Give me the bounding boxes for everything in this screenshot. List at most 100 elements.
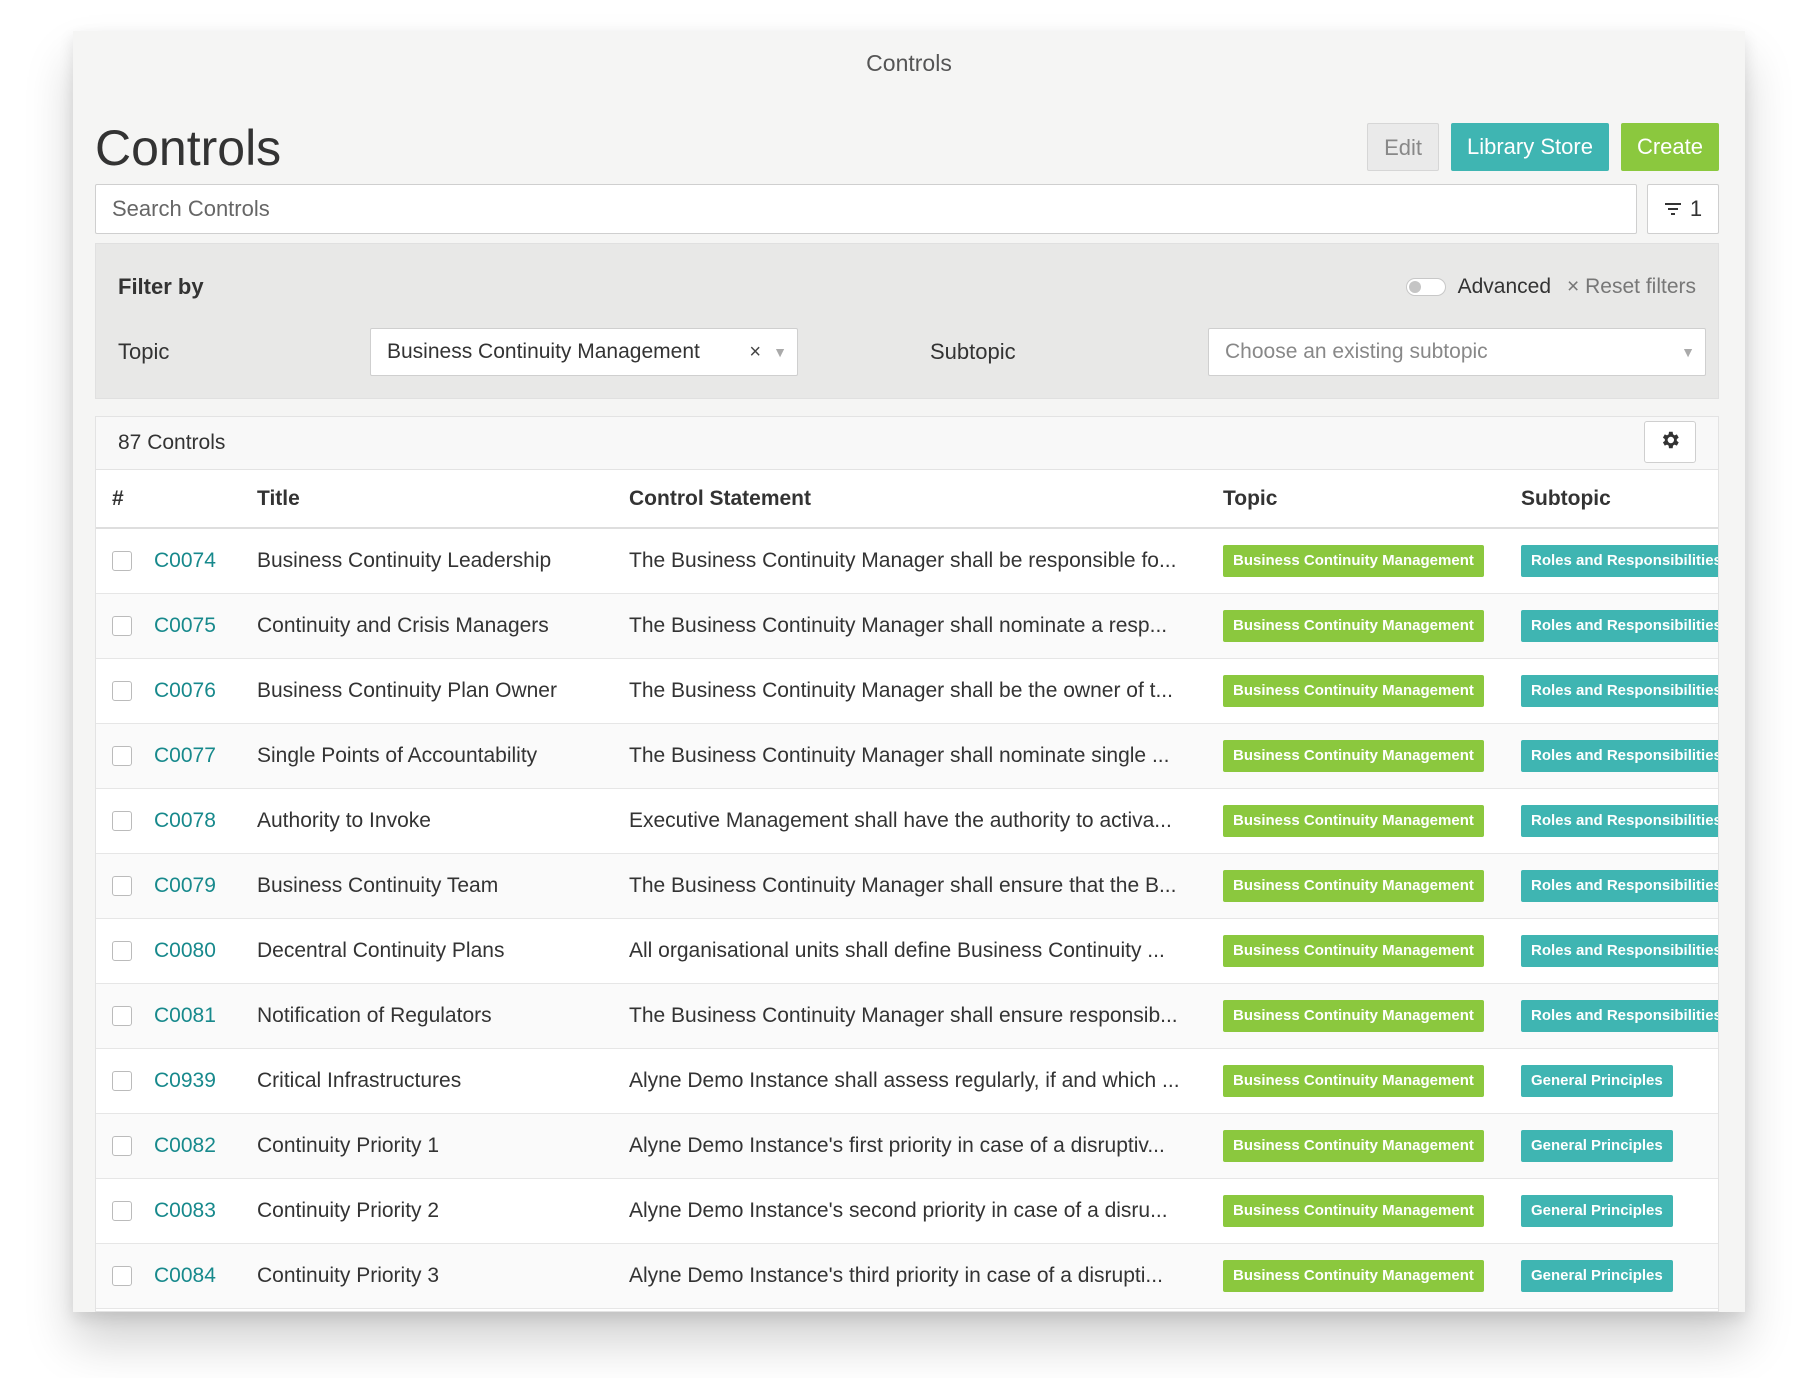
topic-badge: Business Continuity Management <box>1223 545 1484 577</box>
table-row[interactable]: C0078 Authority to Invoke Executive Manage… <box>96 788 1718 854</box>
topic-badge: Business Continuity Management <box>1223 1130 1484 1162</box>
subtopic-badge: Roles and Responsibilities <box>1521 935 1718 967</box>
column-header-topic[interactable]: Topic <box>1223 470 1521 529</box>
reset-filters-link[interactable]: × Reset filters <box>1567 275 1696 298</box>
row-checkbox[interactable] <box>112 1071 132 1091</box>
controls-table-card: 87 Controls # Title Control Statement To… <box>95 416 1719 1312</box>
subtopic-badge: Roles and Responsibilities <box>1521 870 1718 902</box>
control-title: Authority to Invoke <box>257 809 431 832</box>
control-id-link[interactable]: C0076 <box>154 679 216 702</box>
row-checkbox[interactable] <box>112 746 132 766</box>
row-checkbox[interactable] <box>112 1006 132 1026</box>
control-id-link[interactable]: C0078 <box>154 809 216 832</box>
topic-select[interactable]: Business Continuity Management × ▼ <box>370 328 798 376</box>
control-id-link[interactable]: C0079 <box>154 874 216 897</box>
advanced-toggle[interactable] <box>1405 278 1446 296</box>
window-title: Controls <box>866 50 952 76</box>
control-title: Continuity Priority 2 <box>257 1199 440 1222</box>
row-checkbox[interactable] <box>112 1201 132 1221</box>
topic-badge: Business Continuity Management <box>1223 935 1484 967</box>
table-row[interactable]: C0081 Notification of Regulators The Busin… <box>96 983 1718 1049</box>
topic-badge: Business Continuity Management <box>1223 1065 1484 1097</box>
control-id-link[interactable]: C0077 <box>154 744 216 767</box>
control-statement: Alyne Demo Instance shall assess regular… <box>629 1069 1180 1092</box>
table-row[interactable]: C0084 Continuity Priority 3 Alyne Demo Ins… <box>96 1243 1718 1309</box>
control-statement: The Business Continuity Manager shall be… <box>629 679 1173 702</box>
header-actions: Edit Library Store Create <box>1367 123 1719 171</box>
filter-button[interactable]: 1 <box>1647 184 1719 234</box>
table-row[interactable]: C0077 Single Points of Accountability The … <box>96 723 1718 789</box>
row-checkbox[interactable] <box>112 616 132 636</box>
table-card-header: 87 Controls <box>96 417 1718 470</box>
table-row[interactable]: C0074 Business Continuity Leadership The B… <box>96 528 1718 594</box>
control-statement: Alyne Demo Instance's first priority in … <box>629 1134 1165 1157</box>
topic-filter-label: Topic <box>118 339 170 364</box>
gear-icon <box>1659 429 1681 456</box>
control-id-link[interactable]: C0082 <box>154 1134 216 1157</box>
search-input[interactable] <box>95 184 1637 234</box>
table-row[interactable]: C0080 Decentral Continuity Plans All organ… <box>96 918 1718 984</box>
control-statement: The Business Continuity Manager shall no… <box>629 744 1170 767</box>
topic-badge: Business Continuity Management <box>1223 1000 1484 1032</box>
create-button[interactable]: Create <box>1620 123 1719 171</box>
column-header-title[interactable]: Title <box>257 470 629 529</box>
topic-badge: Business Continuity Management <box>1223 1260 1484 1292</box>
app-window: Controls Controls Edit Library Store Cre… <box>73 31 1745 1312</box>
control-title: Business Continuity Plan Owner <box>257 679 557 702</box>
control-id-link[interactable]: C0084 <box>154 1264 216 1287</box>
control-id-link[interactable]: C0083 <box>154 1199 216 1222</box>
row-checkbox[interactable] <box>112 941 132 961</box>
control-statement: Alyne Demo Instance's second priority in… <box>629 1199 1168 1222</box>
subtopic-select[interactable]: Choose an existing subtopic ▼ <box>1208 328 1706 376</box>
column-header-statement[interactable]: Control Statement <box>629 470 1223 529</box>
control-id-link[interactable]: C0080 <box>154 939 216 962</box>
chevron-down-icon: ▼ <box>1681 344 1695 360</box>
topic-badge: Business Continuity Management <box>1223 805 1484 837</box>
row-checkbox[interactable] <box>112 876 132 896</box>
control-id-link[interactable]: C0074 <box>154 549 216 572</box>
table-header-row: # Title Control Statement Topic Subtopic <box>96 470 1718 529</box>
control-id-link[interactable]: C0075 <box>154 614 216 637</box>
library-store-button[interactable]: Library Store <box>1451 123 1609 171</box>
subtopic-badge: Roles and Responsibilities <box>1521 545 1718 577</box>
column-header-number[interactable]: # <box>96 470 154 529</box>
control-id-link[interactable]: C0939 <box>154 1069 216 1092</box>
column-header-subtopic[interactable]: Subtopic <box>1521 470 1718 529</box>
control-title: Continuity Priority 1 <box>257 1134 440 1157</box>
clear-icon[interactable]: × <box>749 341 761 363</box>
control-statement: The Business Continuity Manager shall be… <box>629 549 1177 572</box>
controls-table: # Title Control Statement Topic Subtopic… <box>96 470 1718 1309</box>
page-header: Controls Edit Library Store Create <box>95 113 1719 183</box>
subtopic-badge: General Principles <box>1521 1065 1673 1097</box>
table-row[interactable]: C0939 Critical Infrastructures Alyne Demo … <box>96 1048 1718 1114</box>
control-statement: The Business Continuity Manager shall en… <box>629 1004 1178 1027</box>
control-title: Decentral Continuity Plans <box>257 939 505 962</box>
control-title: Continuity and Crisis Managers <box>257 614 549 637</box>
table-row[interactable]: C0076 Business Continuity Plan Owner The B… <box>96 658 1718 724</box>
table-row[interactable]: C0079 Business Continuity Team The Busines… <box>96 853 1718 919</box>
filter-icon <box>1664 196 1682 222</box>
advanced-toggle-group: Advanced × Reset filters <box>1405 275 1696 299</box>
row-checkbox[interactable] <box>112 551 132 571</box>
subtopic-badge: General Principles <box>1521 1130 1673 1162</box>
row-checkbox[interactable] <box>112 1266 132 1286</box>
control-title: Business Continuity Team <box>257 874 499 897</box>
filter-panel: Filter by Advanced × Reset filters Topic… <box>95 243 1719 399</box>
topic-badge: Business Continuity Management <box>1223 610 1484 642</box>
table-settings-button[interactable] <box>1644 421 1696 463</box>
row-checkbox[interactable] <box>112 1136 132 1156</box>
control-id-link[interactable]: C0081 <box>154 1004 216 1027</box>
table-row[interactable]: C0075 Continuity and Crisis Managers The B… <box>96 593 1718 659</box>
control-title: Continuity Priority 3 <box>257 1264 440 1287</box>
table-row[interactable]: C0083 Continuity Priority 2 Alyne Demo Ins… <box>96 1178 1718 1244</box>
topic-select-value: Business Continuity Management <box>387 340 700 363</box>
control-statement: All organisational units shall define Bu… <box>629 939 1165 962</box>
table-row[interactable]: C0082 Continuity Priority 1 Alyne Demo Ins… <box>96 1113 1718 1179</box>
row-checkbox[interactable] <box>112 681 132 701</box>
row-checkbox[interactable] <box>112 811 132 831</box>
control-statement: Executive Management shall have the auth… <box>629 809 1172 832</box>
filter-count: 1 <box>1689 196 1703 221</box>
edit-button[interactable]: Edit <box>1367 123 1439 171</box>
control-statement: The Business Continuity Manager shall no… <box>629 614 1168 637</box>
controls-count: 87 Controls <box>118 431 226 454</box>
